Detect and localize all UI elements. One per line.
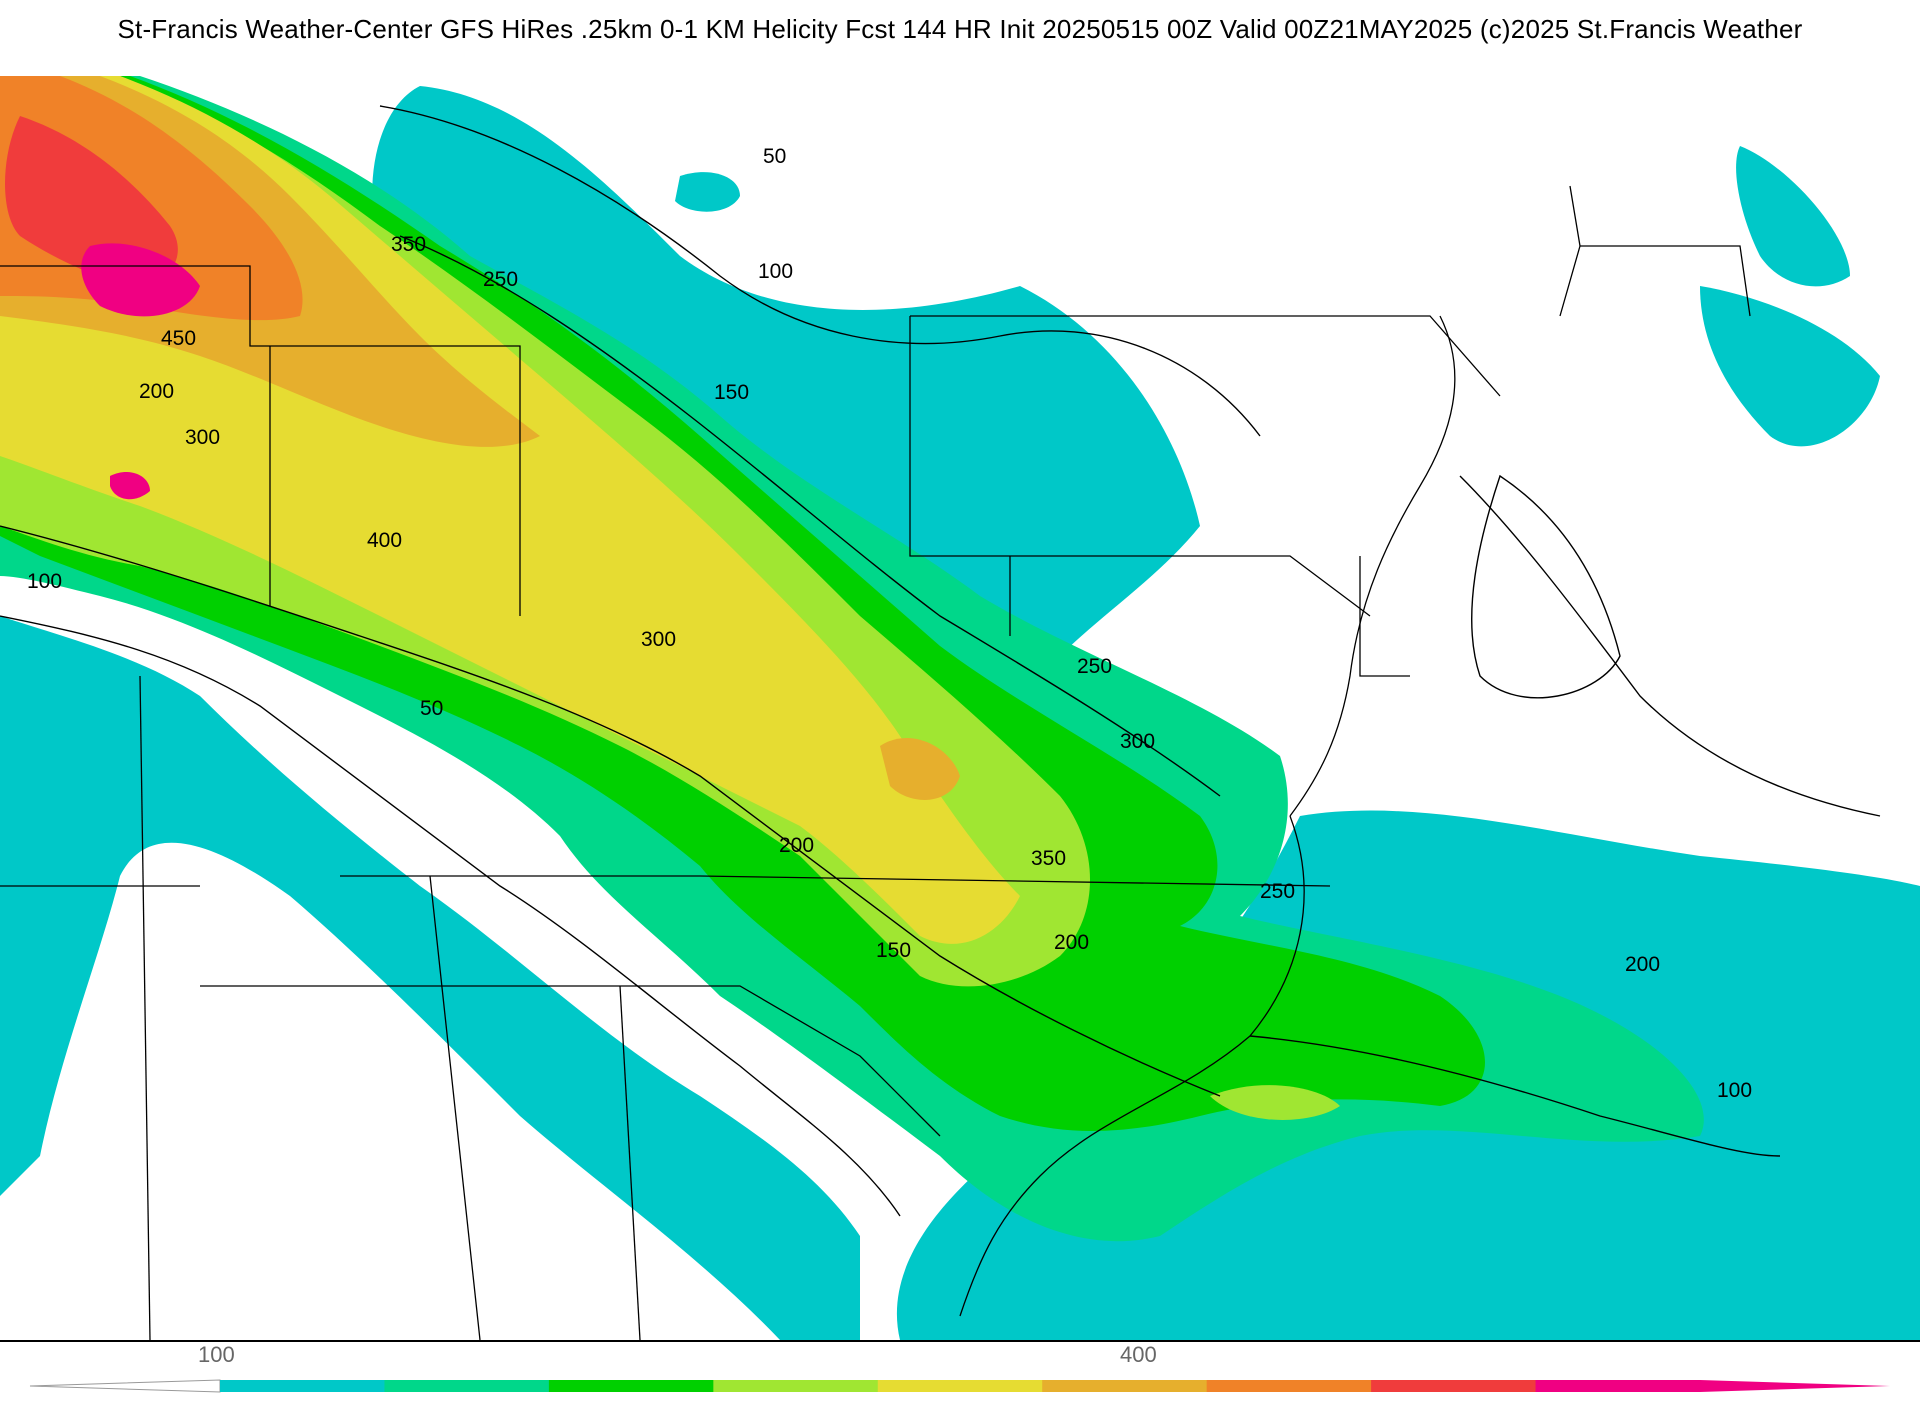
- colorbar-tick-label: 100: [198, 1342, 235, 1367]
- colorbar-bins: [220, 1380, 1701, 1392]
- contour-label: 200: [1054, 931, 1089, 954]
- field-100-lake-erie: [675, 172, 740, 212]
- colorbar-bin: [548, 1380, 714, 1392]
- contour-labels: 50 100 150 250 350 450 200 300 400 100 3…: [27, 145, 1752, 1102]
- contour-label: 200: [779, 834, 814, 857]
- contour-label: 50: [420, 697, 443, 720]
- contour-label: 200: [139, 380, 174, 403]
- contour-label: 250: [1260, 880, 1295, 903]
- contour-label: 250: [1077, 655, 1112, 678]
- helicity-shading: [0, 76, 1920, 1340]
- colorbar-bin: [877, 1380, 1043, 1392]
- colorbar-bin: [220, 1380, 385, 1392]
- colorbar-bin: [1206, 1380, 1372, 1392]
- field-500: [81, 243, 200, 317]
- colorbar: 100 400: [0, 1342, 1920, 1400]
- contour-label: 100: [27, 570, 62, 593]
- map-title: St-Francis Weather-Center GFS HiRes .25k…: [117, 14, 1803, 44]
- boundaries: [0, 185, 1751, 1340]
- field-500-b: [110, 471, 150, 500]
- contour-label: 300: [1120, 730, 1155, 753]
- contour-label: 100: [1717, 1079, 1752, 1102]
- contour-label: 150: [714, 381, 749, 404]
- helicity-map-canvas: 50 100 150 250 350 450 200 300 400 100 3…: [0, 56, 1920, 1340]
- contour-label: 450: [161, 327, 196, 350]
- colorbar-bin: [384, 1380, 550, 1392]
- field-100-new-england: [1700, 286, 1880, 447]
- colorbar-bin: [1371, 1380, 1537, 1392]
- contour-label: 350: [1031, 847, 1066, 870]
- contour-label: 100: [758, 260, 793, 283]
- colorbar-right-arrow: [1700, 1380, 1890, 1392]
- field-100-west: [0, 616, 860, 1340]
- contour-label: 300: [641, 628, 676, 651]
- contours: [0, 105, 1881, 1217]
- colorbar-left-arrow: [29, 1379, 221, 1393]
- colorbar-bin: [713, 1380, 879, 1392]
- field-450: [5, 116, 178, 286]
- contour-label: 150: [876, 939, 911, 962]
- contour-label: 350: [391, 233, 426, 256]
- field-100-northeast: [1736, 146, 1850, 287]
- field-250-offshore: [1210, 1085, 1340, 1120]
- contour-label: 300: [185, 426, 220, 449]
- contour-label: 200: [1625, 953, 1660, 976]
- helicity-map: 50 100 150 250 350 450 200 300 400 100 3…: [0, 56, 1920, 1342]
- colorbar-bin: [1535, 1380, 1701, 1392]
- colorbar-bin: [1042, 1380, 1208, 1392]
- contour-label: 400: [367, 529, 402, 552]
- contour-label: 50: [763, 145, 786, 168]
- field-100-great-lakes: [372, 86, 1200, 698]
- colorbar-strip: [29, 1379, 1890, 1393]
- colorbar-tick-label: 400: [1120, 1342, 1157, 1367]
- field-350-va: [880, 737, 960, 800]
- contour-label: 250: [483, 268, 518, 291]
